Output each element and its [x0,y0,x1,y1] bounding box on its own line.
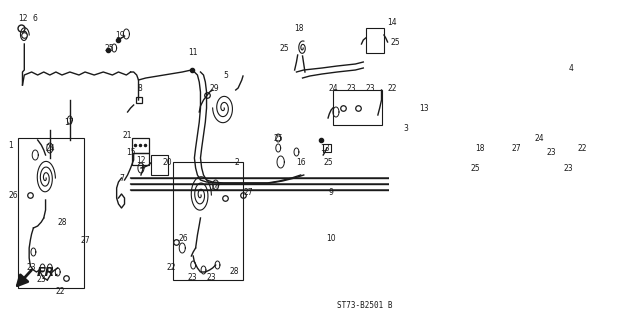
Text: 23: 23 [547,148,556,156]
Text: 23: 23 [563,164,573,172]
Text: 25: 25 [323,157,333,166]
Bar [541,118,583,238]
Text: ST73-B2501 B: ST73-B2501 B [337,300,393,309]
Text: 23: 23 [346,84,356,92]
Text: 1: 1 [8,140,13,149]
Text: 26: 26 [179,234,188,243]
Text: 2: 2 [234,157,239,166]
Text: 29: 29 [209,84,219,92]
Text: 24: 24 [534,133,544,142]
Text: 4: 4 [568,63,573,73]
Text: 24: 24 [328,84,338,92]
Text: 23: 23 [366,84,376,92]
Text: 28: 28 [229,268,239,276]
Bar [173,162,243,280]
Text: 15: 15 [126,148,136,156]
Text: 9: 9 [329,188,333,196]
Text: FR.: FR. [36,266,60,278]
Text: 16: 16 [296,157,305,166]
Text: 12: 12 [19,13,28,22]
Text: 6: 6 [33,13,38,22]
Text: 27: 27 [80,236,90,244]
Text: 12: 12 [136,156,146,164]
Text: 24: 24 [209,183,219,193]
Text: 25: 25 [273,133,283,142]
Bar [132,153,150,165]
Text: 3: 3 [403,124,408,132]
Text: 13: 13 [419,103,429,113]
Bar [333,90,381,125]
Text: 13: 13 [320,143,330,153]
Text: 24: 24 [45,143,54,153]
Text: 5: 5 [223,70,228,79]
Text: 19: 19 [115,30,125,39]
Bar [132,138,150,153]
Text: 20: 20 [163,157,172,166]
Bar [365,28,384,53]
Text: 22: 22 [387,84,397,92]
Text: 10: 10 [326,234,336,243]
Text: 22: 22 [56,287,65,297]
Text: 23: 23 [187,274,196,283]
Bar [150,155,168,175]
Text: 25: 25 [390,37,400,46]
Text: 8: 8 [138,84,142,92]
Text: 7: 7 [119,173,124,182]
Text: 26: 26 [8,190,18,199]
Text: 27: 27 [243,188,253,196]
Text: 27: 27 [511,143,521,153]
Text: 18: 18 [294,23,303,33]
Text: 22: 22 [577,143,587,153]
Text: 22: 22 [166,263,176,273]
Text: 17: 17 [65,117,74,126]
Text: 23: 23 [36,276,46,284]
Text: 25: 25 [104,44,114,52]
Text: 28: 28 [57,218,67,227]
Text: 11: 11 [188,47,198,57]
Bar [18,138,84,288]
Text: 25: 25 [470,164,480,172]
Text: 25: 25 [280,44,289,52]
Text: 21: 21 [123,131,132,140]
Text: 14: 14 [387,18,397,27]
Text: 23: 23 [207,274,216,283]
Text: 18: 18 [475,143,484,153]
Text: 23: 23 [27,263,36,273]
